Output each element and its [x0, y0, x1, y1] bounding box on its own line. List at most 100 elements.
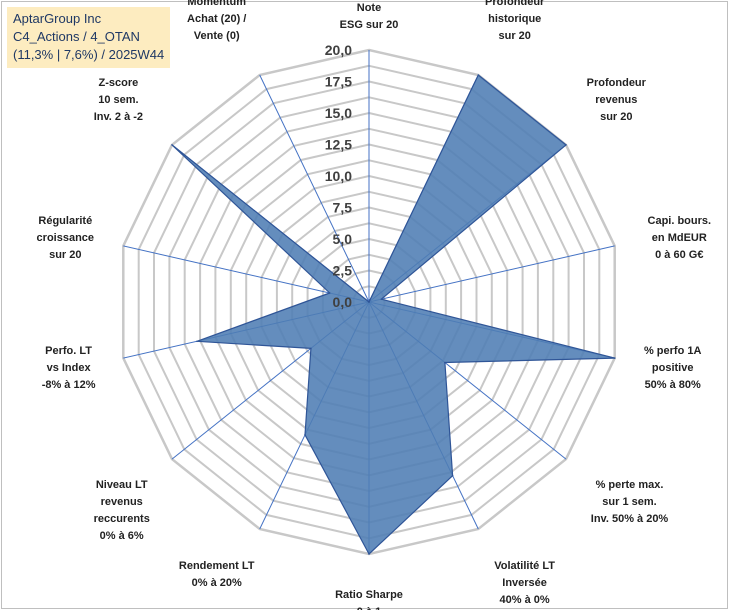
tick-label: 2,5	[333, 263, 353, 279]
axis-label-line: Inv. 50% à 20%	[591, 513, 669, 525]
axis-label-line: 10 sem.	[98, 94, 138, 106]
tick-label: 15,0	[325, 105, 352, 121]
title-category: C4_Actions / 4_OTAN	[13, 29, 140, 44]
radar-series	[171, 74, 616, 555]
axis-label-line: Ratio Sharpe	[335, 589, 403, 601]
axis-label-0: Note ESG sur 20	[340, 2, 399, 31]
tick-label: 17,5	[325, 74, 352, 90]
axis-label-text: Profondeur historique sur 20	[485, 0, 545, 42]
tick-label: 7,5	[333, 200, 353, 216]
radar-tick-labels: 0,0 2,5 5,0 7,5 10,0 12,5 15,0 17,5 20,0	[325, 42, 352, 310]
chart-title-box: AptarGroup Inc C4_Actions / 4_OTAN (11,3…	[7, 7, 171, 68]
axis-label-line: Vente (0)	[194, 30, 240, 42]
axis-label-10: Perfo. LT vs Index -8% à 12%	[42, 345, 96, 391]
axis-label-12: Z-score 10 sem. Inv. 2 à -2	[94, 77, 143, 123]
axis-label-4: % perfo 1A positive 50% à 80%	[644, 345, 702, 391]
axis-label-1: Profondeur historique sur 20	[485, 0, 545, 42]
title-company: AptarGroup Inc	[13, 11, 102, 26]
axis-label-text: Niveau LT revenus reccurents 0% à 6%	[94, 479, 150, 542]
data-point	[328, 292, 331, 294]
axis-label-line: Note	[357, 2, 381, 14]
axis-label-line: ESG sur 20	[340, 19, 399, 31]
axis-label-line: positive	[652, 362, 694, 374]
title-stats: (11,3% | 7,6%) / 2025W44	[13, 47, 165, 62]
axis-label-text: % perfo 1A positive 50% à 80%	[644, 345, 702, 391]
axis-label-line: vs Index	[47, 362, 92, 374]
axis-label-line: reccurents	[94, 513, 150, 525]
axis-label-line: sur 20	[498, 30, 530, 42]
data-point	[380, 298, 383, 301]
axis-label-line: sur 20	[49, 249, 81, 261]
axis-label-2: Profondeur revenus sur 20	[587, 77, 647, 123]
axis-label-9: Niveau LT revenus reccurents 0% à 6%	[94, 479, 150, 542]
axis-label-text: Rendement LT 0% à 20%	[179, 560, 255, 589]
series-area	[171, 74, 616, 555]
axis-label-line: Régularité	[38, 215, 92, 227]
axis-label-line: 50% à 80%	[645, 379, 701, 391]
tick-label: 10,0	[325, 168, 352, 184]
axis-label-line: revenus	[101, 496, 143, 508]
axis-label-line: Capi. bours.	[648, 215, 712, 227]
data-point	[368, 553, 370, 555]
radar-axis-labels: Note ESG sur 20 Profondeur historique sur 20…	[37, 0, 712, 610]
axis-label-text: Volatilité LT Inversée 40% à 0%	[494, 560, 555, 606]
axis-label-line: Perfo. LT	[45, 345, 92, 357]
data-point	[565, 144, 567, 146]
axis-label-line: Inv. 2 à -2	[94, 111, 143, 123]
axis-label-line: revenus	[595, 94, 637, 106]
axis-label-line: Niveau LT	[96, 479, 148, 491]
axis-label-line: 40% à 0%	[500, 594, 550, 606]
axis-label-line: croissance	[37, 232, 94, 244]
axis-label-line: Profondeur	[587, 77, 647, 89]
data-point	[310, 347, 312, 350]
data-point	[477, 74, 480, 76]
axis-label-text: Régularité croissance sur 20	[37, 215, 94, 261]
axis-label-11: Régularité croissance sur 20	[37, 215, 94, 261]
axis-label-line: Profondeur	[485, 0, 545, 8]
axis-label-line: Z-score	[99, 77, 139, 89]
axis-label-text: Note ESG sur 20	[340, 2, 399, 31]
axis-label-line: Achat (20) /	[187, 13, 246, 25]
axis-label-text: Z-score 10 sem. Inv. 2 à -2	[94, 77, 143, 123]
axis-label-line: Inversée	[502, 577, 547, 589]
axis-label-line: 0% à 6%	[100, 530, 144, 542]
axis-label-text: % perte max. sur 1 sem. Inv. 50% à 20%	[591, 479, 669, 525]
tick-label: 0,0	[333, 294, 353, 310]
axis-label-text: Profondeur revenus sur 20	[587, 77, 647, 123]
axis-label-line: % perfo 1A	[644, 345, 702, 357]
axis-label-line: sur 20	[600, 111, 632, 123]
axis-label-line: 0% à 20%	[192, 577, 242, 589]
data-point	[368, 301, 370, 303]
data-point	[171, 144, 173, 146]
axis-label-line: % perte max.	[596, 479, 664, 491]
data-point	[613, 357, 616, 359]
axis-label-text: Momentum Achat (20) / Vente (0)	[187, 0, 246, 42]
axis-spoke	[368, 245, 615, 303]
data-point	[444, 361, 446, 364]
axis-label-line: historique	[488, 13, 541, 25]
axis-label-line: Volatilité LT	[494, 560, 555, 572]
axis-label-line: sur 1 sem.	[602, 496, 656, 508]
tick-label: 12,5	[325, 137, 352, 153]
axis-label-13: Momentum Achat (20) / Vente (0)	[187, 0, 246, 42]
data-point	[196, 340, 198, 343]
axis-label-5: % perte max. sur 1 sem. Inv. 50% à 20%	[591, 479, 669, 525]
axis-label-text: Perfo. LT vs Index -8% à 12%	[42, 345, 96, 391]
axis-label-line: Rendement LT	[179, 560, 255, 572]
axis-label-line: 0 à 1	[357, 606, 381, 610]
axis-label-text: Ratio Sharpe 0 à 1	[335, 589, 403, 610]
axis-label-7: Ratio Sharpe 0 à 1	[335, 589, 403, 610]
axis-spoke	[259, 74, 370, 303]
data-point	[304, 434, 306, 436]
axis-label-8: Rendement LT 0% à 20%	[179, 560, 255, 589]
axis-label-line: -8% à 12%	[42, 379, 96, 391]
axis-label-line: Momentum	[187, 0, 246, 8]
axis-label-text: Capi. bours. en MdEUR 0 à 60 G€	[648, 215, 712, 261]
axis-spoke	[123, 245, 370, 303]
axis-label-3: Capi. bours. en MdEUR 0 à 60 G€	[648, 215, 712, 261]
tick-label: 20,0	[325, 42, 352, 58]
axis-label-6: Volatilité LT Inversée 40% à 0%	[494, 560, 555, 606]
axis-label-line: en MdEUR	[652, 232, 707, 244]
tick-label: 5,0	[333, 231, 353, 247]
